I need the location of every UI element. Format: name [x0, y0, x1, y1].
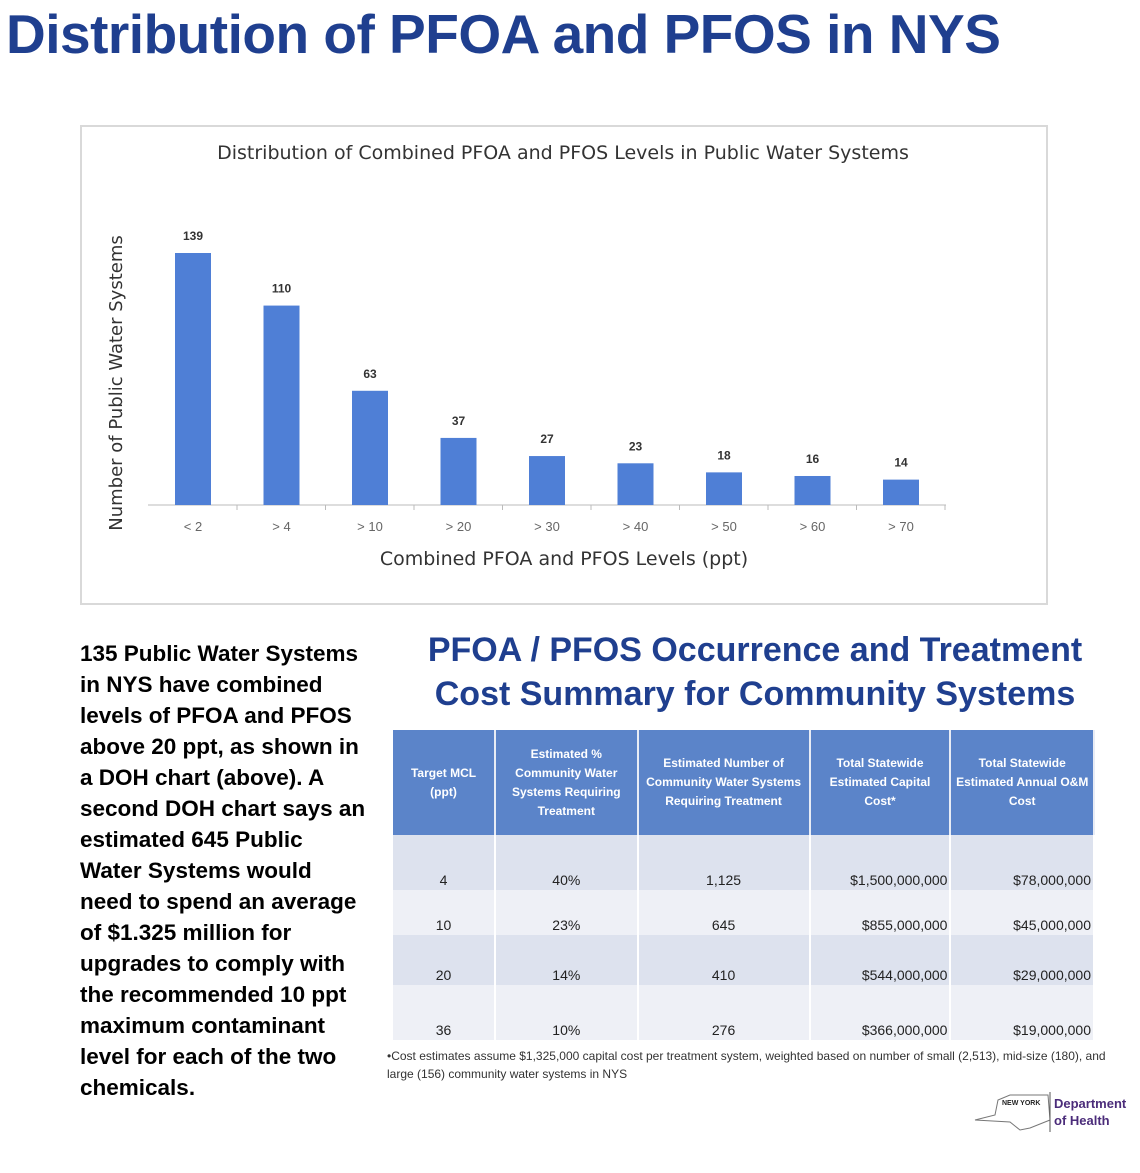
chart-title: Distribution of Combined PFOA and PFOS L… [217, 142, 909, 164]
x-tick-label: > 60 [800, 519, 826, 534]
table-cell: 276 [637, 985, 811, 1040]
table-row: 36 10% 276 $366,000,000 $19,000,000 [393, 985, 1095, 1040]
x-tick-label: < 2 [184, 519, 202, 534]
table-cell: $45,000,000 [950, 890, 1095, 935]
x-tick-label: > 70 [888, 519, 914, 534]
bar-2 [352, 390, 388, 505]
table-title: PFOA / PFOS Occurrence and Treatment Cos… [427, 631, 1083, 713]
x-tick-label: > 30 [534, 519, 560, 534]
x-tick-label: > 40 [623, 519, 649, 534]
column-header: Total Statewide Estimated Annual O&M Cos… [950, 730, 1095, 835]
x-tick-label: > 50 [711, 519, 737, 534]
table-cell: $544,000,000 [809, 935, 952, 985]
column-header: Estimated % Community Water Systems Requ… [495, 730, 639, 835]
x-tick-label: > 10 [357, 519, 383, 534]
data-label: 18 [717, 448, 731, 462]
svg-text:NEW YORK: NEW YORK [1002, 1100, 1040, 1107]
table-cell: $855,000,000 [809, 890, 952, 935]
data-label: 63 [363, 367, 377, 381]
data-label: 23 [629, 439, 643, 453]
table-cell: 1,125 [637, 835, 811, 890]
svg-text:of Health: of Health [1054, 1113, 1110, 1128]
table-row: 20 14% 410 $544,000,000 $29,000,000 [393, 935, 1095, 985]
x-tick-label: > 20 [446, 519, 472, 534]
bar-chart: Distribution of Combined PFOA and PFOS L… [106, 142, 946, 570]
page-title: Distribution of PFOA and PFOS in NYS [6, 3, 1001, 65]
description-text: 135 Public Water Systems in NYS have com… [80, 641, 366, 1100]
bar-5 [617, 463, 654, 505]
x-axis-label: Combined PFOA and PFOS Levels (ppt) [380, 548, 748, 570]
bar-7 [794, 475, 831, 505]
ny-state-outline-icon [974, 1094, 1051, 1131]
cost-summary-table: Target MCL (ppt) Estimated % Community Wa… [393, 730, 1095, 1040]
chart-frame [80, 125, 1048, 605]
data-label: 37 [452, 414, 466, 428]
table-cell: $19,000,000 [950, 985, 1095, 1040]
svg-text:Department: Department [1054, 1096, 1127, 1111]
table-cell: 40% [495, 835, 639, 890]
table-cell: 20 [393, 935, 497, 985]
table-cell: 645 [637, 890, 811, 935]
bar-8 [883, 479, 919, 505]
bar-3 [440, 437, 477, 505]
data-label: 14 [894, 456, 908, 470]
table-cell: 410 [637, 935, 811, 985]
data-label: 110 [272, 282, 292, 296]
bar-0 [175, 253, 211, 505]
x-tick-label: > 4 [272, 519, 290, 534]
table-cell: 23% [495, 890, 639, 935]
data-label: 27 [540, 432, 554, 446]
table-cell: 10% [495, 985, 639, 1040]
table-cell: $1,500,000,000 [809, 835, 952, 890]
bar-1 [263, 305, 300, 505]
y-axis-label: Number of Public Water Systems [106, 235, 127, 531]
column-header: Total Statewide Estimated Capital Cost* [809, 730, 952, 835]
column-header: Target MCL (ppt) [393, 730, 497, 835]
footnote: •Cost estimates assume $1,325,000 capita… [387, 1049, 1106, 1081]
table-cell: $78,000,000 [950, 835, 1095, 890]
table-cell: $29,000,000 [950, 935, 1095, 985]
data-label: 16 [806, 452, 820, 466]
nys-doh-logo: NEW YORK Department of Health [970, 1090, 1130, 1135]
table-row: 10 23% 645 $855,000,000 $45,000,000 [393, 890, 1095, 935]
table-cell: 4 [393, 835, 497, 890]
table-row: 4 40% 1,125 $1,500,000,000 $78,000,000 [393, 835, 1095, 890]
table-cell: $366,000,000 [809, 985, 952, 1040]
column-header: Estimated Number of Community Water Syst… [637, 730, 811, 835]
table-cell: 14% [495, 935, 639, 985]
bar-4 [529, 456, 565, 505]
bar-6 [706, 472, 742, 505]
table-cell: 10 [393, 890, 497, 935]
table-cell: 36 [393, 985, 497, 1040]
data-label: 139 [183, 229, 203, 243]
